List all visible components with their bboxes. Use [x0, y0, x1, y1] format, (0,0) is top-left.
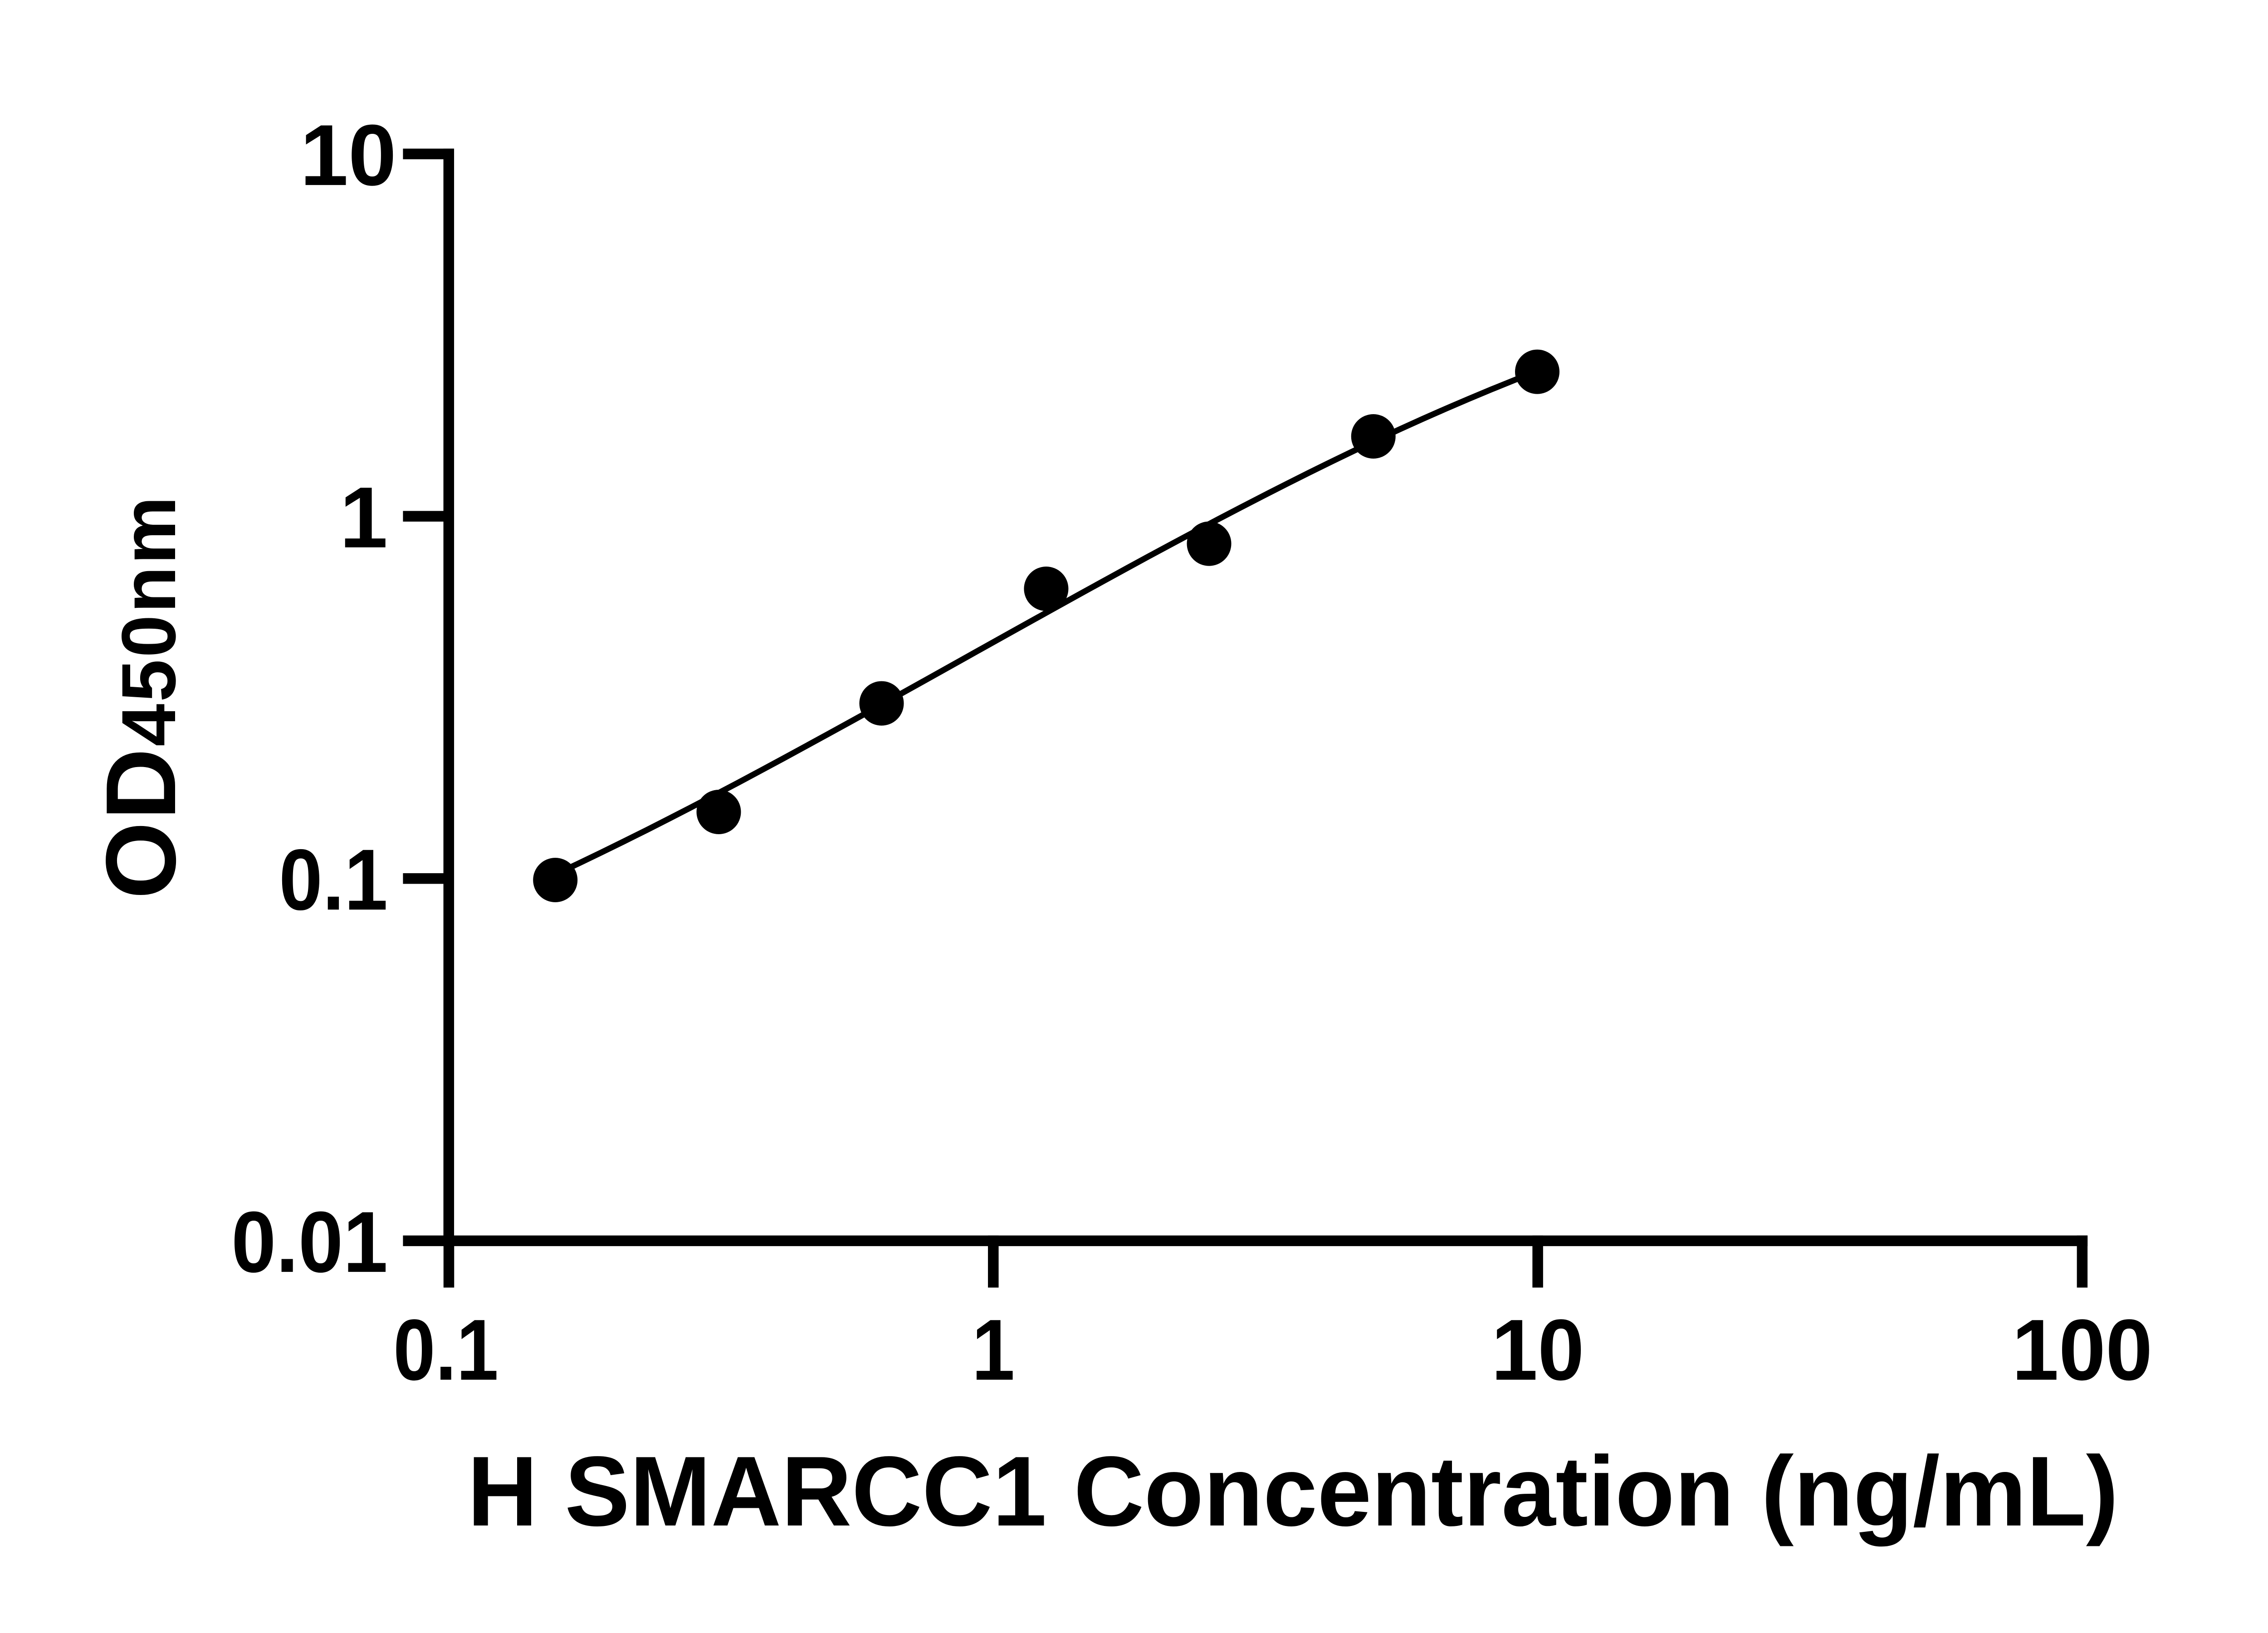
svg-text:H SMARCC1 Concentration (ng/mL: H SMARCC1 Concentration (ng/mL) — [467, 1436, 2118, 1547]
svg-text:100: 100 — [2012, 1302, 2152, 1398]
svg-text:1: 1 — [972, 1302, 1015, 1398]
svg-text:0.1: 0.1 — [279, 831, 388, 928]
svg-text:1: 1 — [340, 469, 388, 566]
svg-text:10: 10 — [300, 107, 396, 204]
svg-text:0.1: 0.1 — [393, 1302, 499, 1398]
svg-text:0.01: 0.01 — [231, 1194, 388, 1291]
svg-text:OD450nm: OD450nm — [86, 494, 196, 899]
svg-text:10: 10 — [1491, 1302, 1584, 1398]
